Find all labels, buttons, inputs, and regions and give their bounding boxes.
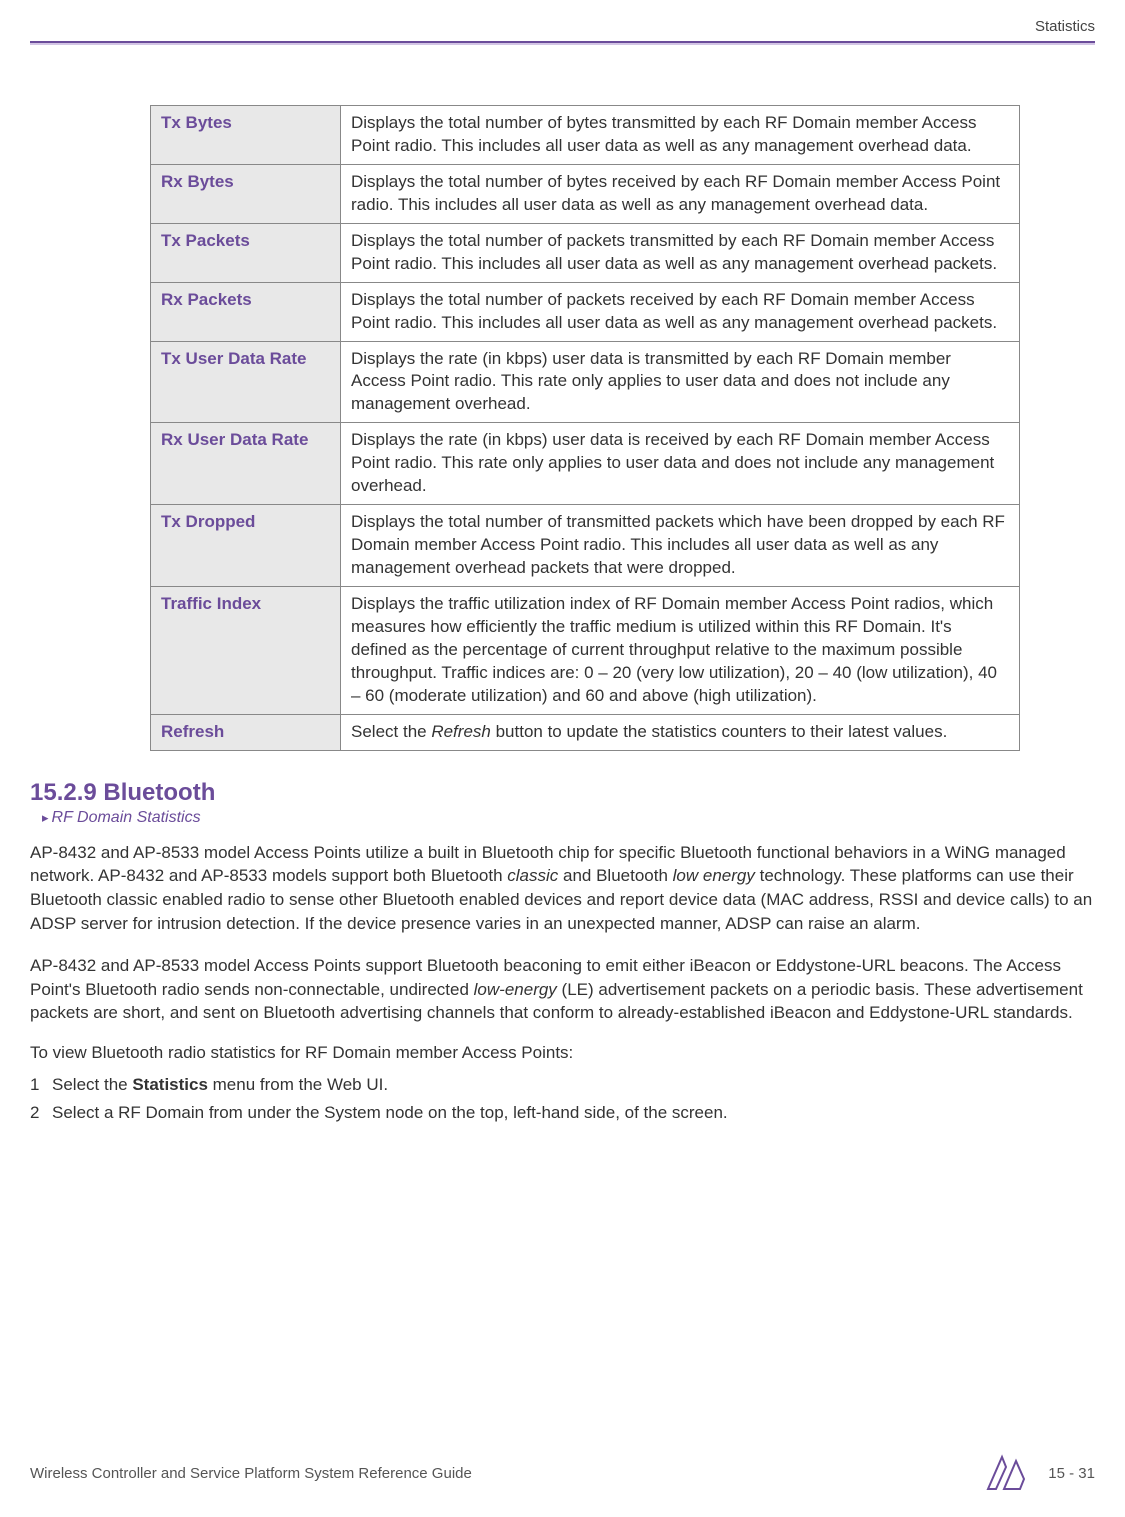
table-row-label: Traffic Index [151, 586, 341, 714]
step-1: 1Select the Statistics menu from the Web… [30, 1075, 1095, 1095]
table-row: Traffic IndexDisplays the traffic utiliz… [151, 586, 1020, 714]
table-row: RefreshSelect the Refresh button to upda… [151, 714, 1020, 750]
table-row-label: Rx User Data Rate [151, 423, 341, 505]
paragraph-2: AP-8432 and AP-8533 model Access Points … [30, 954, 1095, 1025]
step-1-number: 1 [30, 1075, 52, 1095]
table-row-label: Refresh [151, 714, 341, 750]
table-row-description: Displays the total number of transmitted… [341, 505, 1020, 587]
breadcrumb-text: RF Domain Statistics [52, 809, 201, 826]
header-divider [30, 41, 1095, 45]
table-row-description: Displays the total number of bytes recei… [341, 164, 1020, 223]
table-row: Rx User Data RateDisplays the rate (in k… [151, 423, 1020, 505]
table-row-description: Displays the rate (in kbps) user data is… [341, 341, 1020, 423]
paragraph-1: AP-8432 and AP-8533 model Access Points … [30, 841, 1095, 936]
table-row-description: Displays the rate (in kbps) user data is… [341, 423, 1020, 505]
header-section-label: Statistics [30, 18, 1095, 41]
table-row: Tx DroppedDisplays the total number of t… [151, 505, 1020, 587]
table-row-label: Rx Packets [151, 282, 341, 341]
table-row: Rx BytesDisplays the total number of byt… [151, 164, 1020, 223]
table-row: Rx PacketsDisplays the total number of p… [151, 282, 1020, 341]
table-row: Tx PacketsDisplays the total number of p… [151, 223, 1020, 282]
step-2-number: 2 [30, 1103, 52, 1123]
table-row: Tx User Data RateDisplays the rate (in k… [151, 341, 1020, 423]
table-row-label: Tx Dropped [151, 505, 341, 587]
step-2: 2Select a RF Domain from under the Syste… [30, 1103, 1095, 1123]
footer-title: Wireless Controller and Service Platform… [30, 1465, 472, 1482]
footer-logo-icon [982, 1449, 1030, 1497]
table-row-description: Displays the total number of packets rec… [341, 282, 1020, 341]
page-number: 15 - 31 [1048, 1465, 1095, 1482]
table-row-label: Tx User Data Rate [151, 341, 341, 423]
table-row-description: Displays the total number of packets tra… [341, 223, 1020, 282]
table-row-label: Tx Bytes [151, 106, 341, 165]
breadcrumb-arrow-icon: ▸ [42, 810, 49, 825]
breadcrumb[interactable]: ▸RF Domain Statistics [30, 809, 1095, 827]
statistics-table: Tx BytesDisplays the total number of byt… [150, 105, 1020, 751]
table-row-description: Displays the total number of bytes trans… [341, 106, 1020, 165]
section-heading: 15.2.9 Bluetooth [30, 779, 1095, 807]
table-row: Tx BytesDisplays the total number of byt… [151, 106, 1020, 165]
table-row-description: Displays the traffic utilization index o… [341, 586, 1020, 714]
intro-line: To view Bluetooth radio statistics for R… [30, 1043, 1095, 1063]
footer: Wireless Controller and Service Platform… [30, 1449, 1095, 1497]
table-row-label: Rx Bytes [151, 164, 341, 223]
table-row-description: Select the Refresh button to update the … [341, 714, 1020, 750]
table-row-label: Tx Packets [151, 223, 341, 282]
